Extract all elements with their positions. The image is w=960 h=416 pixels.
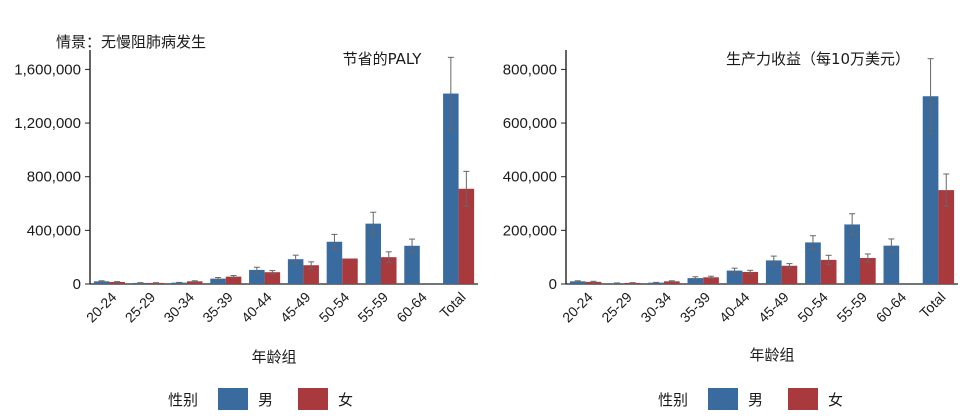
x-tick-label: 60-64	[393, 289, 430, 326]
bar	[287, 259, 304, 284]
bar	[443, 93, 459, 284]
bar	[210, 278, 226, 284]
y-tick-label: 400,000	[503, 169, 557, 186]
x-tick-label: 30-34	[637, 289, 674, 326]
bar	[569, 281, 586, 284]
bar	[938, 190, 955, 284]
legend-title: 性别	[168, 391, 198, 409]
bar	[703, 277, 719, 284]
bar	[326, 241, 343, 284]
chart-title: 生产力收益（每10万美元）	[726, 50, 910, 68]
y-tick-label: 400,000	[27, 222, 81, 239]
x-tick-label: 40-44	[238, 289, 275, 326]
x-tick-label: 20-24	[559, 289, 596, 326]
bar	[922, 96, 939, 284]
y-tick-label: 200,000	[503, 222, 557, 239]
bar	[264, 272, 281, 284]
bar	[303, 265, 319, 284]
x-tick-label: 55-59	[833, 289, 870, 326]
x-tick-label: Total	[436, 289, 468, 321]
y-tick-label: 1,600,000	[14, 61, 81, 78]
x-axis-label: 年龄组	[251, 348, 296, 366]
x-tick-label: 35-39	[199, 289, 236, 326]
bar	[664, 281, 680, 284]
x-tick-label: 45-49	[755, 289, 792, 326]
x-tick-label: 25-29	[598, 289, 635, 326]
y-tick-label: 800,000	[503, 61, 557, 78]
y-tick-label: 1,200,000	[14, 115, 81, 132]
bar	[109, 281, 125, 284]
legend-right: 性别 男 女	[658, 388, 843, 410]
bar	[93, 281, 110, 284]
bar	[249, 269, 265, 284]
bar	[844, 224, 860, 284]
bar	[765, 260, 782, 284]
bar	[187, 281, 203, 284]
legend-swatch	[218, 388, 248, 410]
chart-panel-paly: 节省的PALY 0 400,000 800,000 1,200,000 1,600,000…	[14, 50, 478, 366]
bar	[820, 259, 837, 284]
x-tick-label: 30-34	[160, 289, 197, 326]
bar	[860, 257, 876, 284]
x-tick-label: 35-39	[677, 289, 714, 326]
x-tick-label: 45-49	[277, 289, 314, 326]
legend-label: 男	[748, 391, 763, 409]
bar	[805, 242, 821, 284]
bar	[342, 258, 358, 284]
x-tick-label: 40-44	[716, 289, 753, 326]
chart-title: 节省的PALY	[343, 50, 423, 68]
legend-label: 女	[828, 391, 843, 409]
bar	[726, 270, 743, 284]
bar	[381, 257, 397, 284]
bar	[365, 223, 381, 284]
x-tick-label: Total	[916, 289, 948, 321]
y-tick-label: 800,000	[27, 169, 81, 186]
x-axis-label: 年龄组	[749, 346, 794, 364]
legend-title: 性别	[658, 391, 688, 409]
scenario-label: 情景：无慢阻肺病发生	[56, 33, 207, 51]
x-tick-label: 50-54	[794, 289, 831, 326]
x-tick-label: 50-54	[316, 289, 353, 326]
legend-swatch	[298, 388, 328, 410]
x-tick-label: 20-24	[83, 289, 120, 326]
bar	[458, 188, 475, 284]
legend-label: 女	[338, 391, 353, 409]
legend-label: 男	[258, 391, 273, 409]
bar	[781, 265, 798, 284]
y-tick-label: 600,000	[503, 115, 557, 132]
bar	[404, 245, 420, 284]
x-tick-label: 55-59	[354, 289, 391, 326]
x-tick-label: 25-29	[122, 289, 159, 326]
y-tick-label: 0	[73, 276, 81, 293]
x-tick-label: 60-64	[873, 289, 910, 326]
bar	[687, 278, 704, 284]
legend-swatch	[708, 388, 738, 410]
legend-left: 性别 男 女	[168, 388, 353, 410]
y-tick-label: 0	[549, 276, 557, 293]
bar	[225, 276, 242, 284]
bar	[742, 271, 759, 284]
bar	[883, 245, 900, 284]
bar	[585, 281, 602, 284]
legend-swatch	[788, 388, 818, 410]
chart-panel-productivity: 生产力收益（每10万美元） 0 200,000 400,000 600,000 800,0…	[503, 50, 958, 364]
